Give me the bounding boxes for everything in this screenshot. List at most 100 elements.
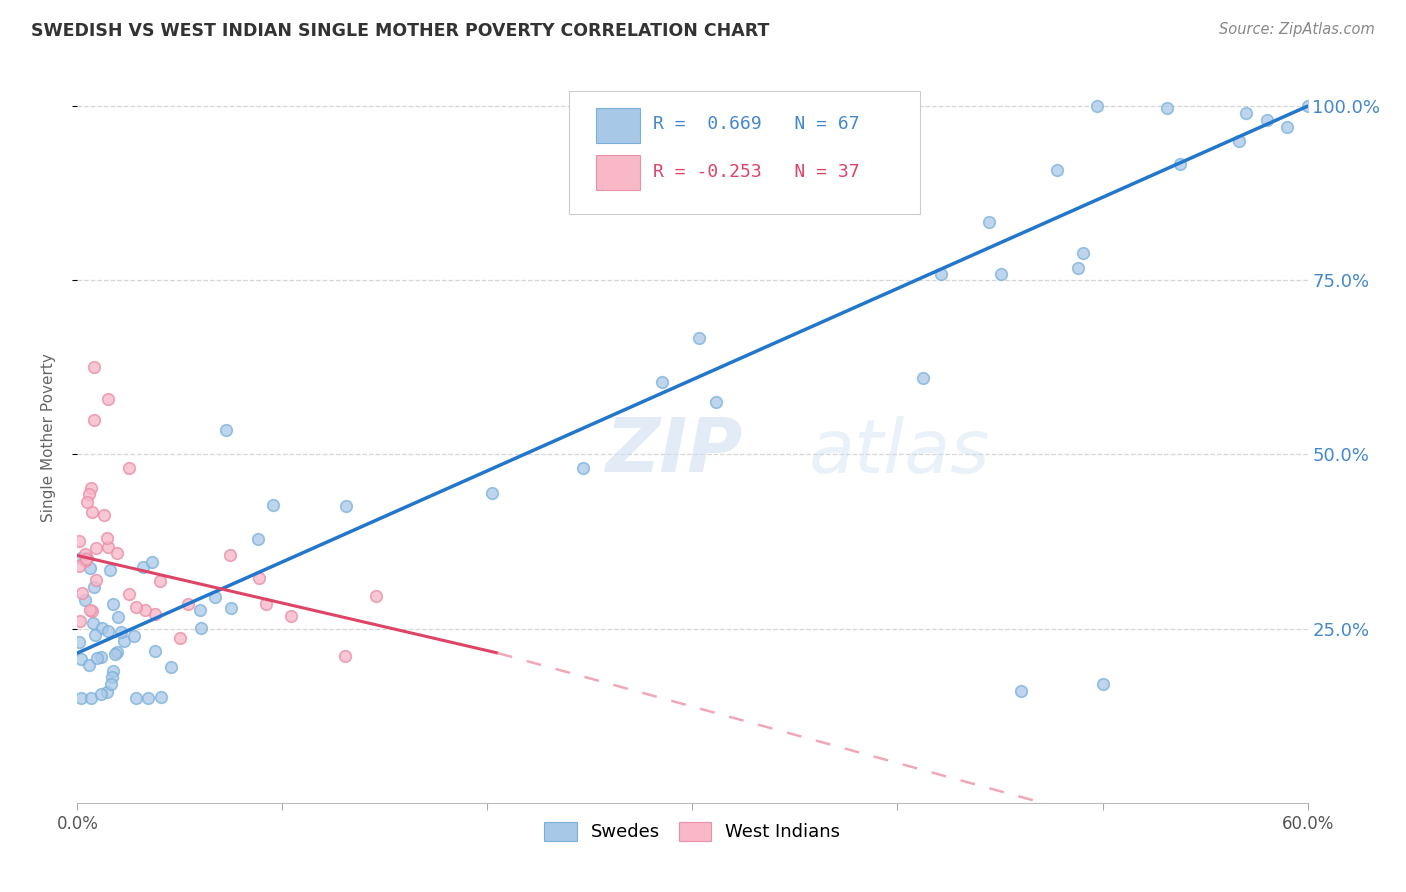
Text: Source: ZipAtlas.com: Source: ZipAtlas.com — [1219, 22, 1375, 37]
Text: R =  0.669   N = 67: R = 0.669 N = 67 — [654, 115, 859, 133]
Point — [1046, 163, 1069, 178]
Point — [990, 268, 1012, 282]
Point — [254, 597, 277, 611]
Point — [83, 360, 105, 375]
Point — [247, 571, 270, 585]
Point — [70, 585, 93, 599]
Y-axis label: Single Mother Poverty: Single Mother Poverty — [42, 352, 56, 522]
Point — [1010, 684, 1032, 698]
Point — [70, 691, 93, 706]
Point — [143, 644, 166, 658]
Point — [82, 616, 104, 631]
Point — [1071, 246, 1094, 260]
Point — [218, 548, 240, 562]
Point — [84, 541, 107, 555]
Point — [67, 558, 90, 573]
Point — [1170, 156, 1192, 170]
Point — [149, 574, 172, 588]
Point — [706, 395, 728, 409]
Text: SWEDISH VS WEST INDIAN SINGLE MOTHER POVERTY CORRELATION CHART: SWEDISH VS WEST INDIAN SINGLE MOTHER POV… — [31, 22, 769, 40]
Point — [149, 690, 172, 704]
Point — [141, 555, 163, 569]
Point — [1275, 120, 1298, 134]
Point — [204, 590, 226, 604]
Point — [364, 589, 387, 603]
Point — [335, 648, 357, 663]
Point — [845, 180, 868, 194]
Point — [90, 687, 112, 701]
Point — [79, 602, 101, 616]
Point — [122, 629, 145, 643]
Point — [280, 608, 302, 623]
Point — [117, 461, 139, 475]
Point — [90, 621, 112, 635]
Point — [138, 691, 160, 706]
Point — [79, 561, 101, 575]
Text: atlas: atlas — [810, 416, 991, 488]
Point — [688, 331, 710, 345]
Point — [98, 563, 121, 577]
Point — [1296, 99, 1319, 113]
Point — [481, 485, 503, 500]
Point — [96, 685, 118, 699]
Point — [86, 650, 108, 665]
Point — [190, 621, 212, 635]
Point — [110, 624, 132, 639]
Point — [143, 607, 166, 621]
Text: R = -0.253   N = 37: R = -0.253 N = 37 — [654, 162, 859, 180]
Point — [134, 603, 156, 617]
Point — [169, 631, 191, 645]
Point — [188, 603, 211, 617]
Point — [1085, 99, 1108, 113]
Point — [571, 461, 593, 475]
Point — [97, 540, 120, 554]
Point — [159, 660, 181, 674]
Point — [86, 574, 108, 588]
Point — [101, 664, 124, 678]
Point — [76, 552, 98, 566]
Point — [112, 633, 135, 648]
Point — [69, 550, 91, 565]
Point — [100, 677, 122, 691]
Point — [101, 670, 124, 684]
Point — [929, 268, 952, 282]
Point — [125, 600, 148, 615]
Point — [911, 371, 934, 385]
Point — [1256, 113, 1278, 128]
Point — [640, 190, 662, 204]
Point — [262, 498, 284, 512]
Point — [96, 531, 118, 545]
Point — [70, 652, 93, 666]
Point — [1091, 677, 1114, 691]
Point — [83, 412, 105, 426]
Point — [215, 423, 238, 437]
Point — [90, 649, 112, 664]
Point — [1067, 261, 1090, 276]
Point — [77, 657, 100, 672]
Point — [97, 624, 120, 639]
Point — [83, 628, 105, 642]
Point — [651, 375, 673, 389]
Point — [104, 647, 127, 661]
Point — [335, 500, 357, 514]
Point — [246, 532, 269, 546]
Point — [107, 546, 129, 560]
Point — [93, 508, 115, 522]
Bar — [596, 108, 640, 143]
Point — [219, 600, 242, 615]
Point — [1227, 134, 1250, 148]
Point — [176, 597, 198, 611]
Point — [83, 580, 105, 594]
Point — [105, 645, 128, 659]
Point — [75, 554, 97, 568]
Legend: Swedes, West Indians: Swedes, West Indians — [537, 814, 848, 848]
Point — [82, 604, 104, 618]
Bar — [596, 154, 640, 190]
Point — [1234, 106, 1257, 120]
Point — [79, 481, 101, 495]
Point — [76, 495, 98, 509]
Point — [82, 505, 104, 519]
Point — [124, 691, 146, 706]
Point — [76, 550, 98, 565]
Point — [118, 587, 141, 601]
